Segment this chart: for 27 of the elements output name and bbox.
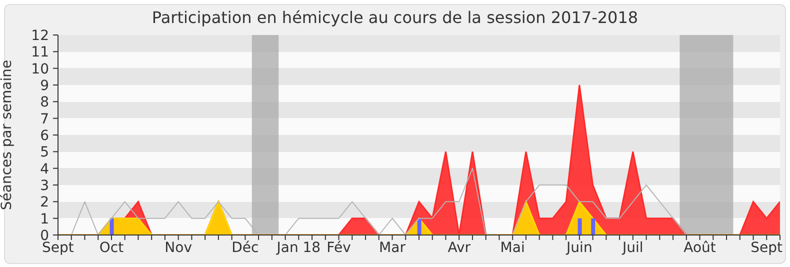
y-tick-label: 10 [31,61,49,78]
x-tick-label: Mar [379,240,406,256]
y-tick-label: 9 [40,78,49,94]
y-tick-label: 6 [40,128,50,144]
y-tick-label: 1 [40,211,49,228]
x-tick-label: Oct [99,240,124,256]
x-tick-label: Juin [566,240,592,256]
x-tick-label: Août [684,240,716,256]
y-tick-label: 11 [31,44,49,61]
chart-title: Participation en hémicycle au cours de la session 2017-2018 [150,8,640,27]
y-tick-label: 3 [40,178,49,194]
y-tick-label: 12 [31,28,49,44]
x-tick-label: Mai [500,240,525,256]
y-tick-label: 8 [40,94,49,111]
y-tick-label: 7 [40,111,49,128]
y-tick-label: 5 [40,144,49,161]
x-tick-label: Jan 18 [276,240,321,256]
x-tick-label: Juil [622,240,644,256]
x-tick-label: Avr [448,240,471,256]
x-tick-label: Fév [326,240,351,256]
x-tick-label: Nov [164,240,192,256]
y-tick-label: 2 [40,194,49,211]
x-tick-label: Déc [232,240,259,256]
y-tick-label: 4 [40,161,50,178]
y-axis-title: Séances par semaine [0,60,15,210]
x-tick-label: Sept [750,240,784,256]
x-tick-label: Sept [42,240,74,256]
